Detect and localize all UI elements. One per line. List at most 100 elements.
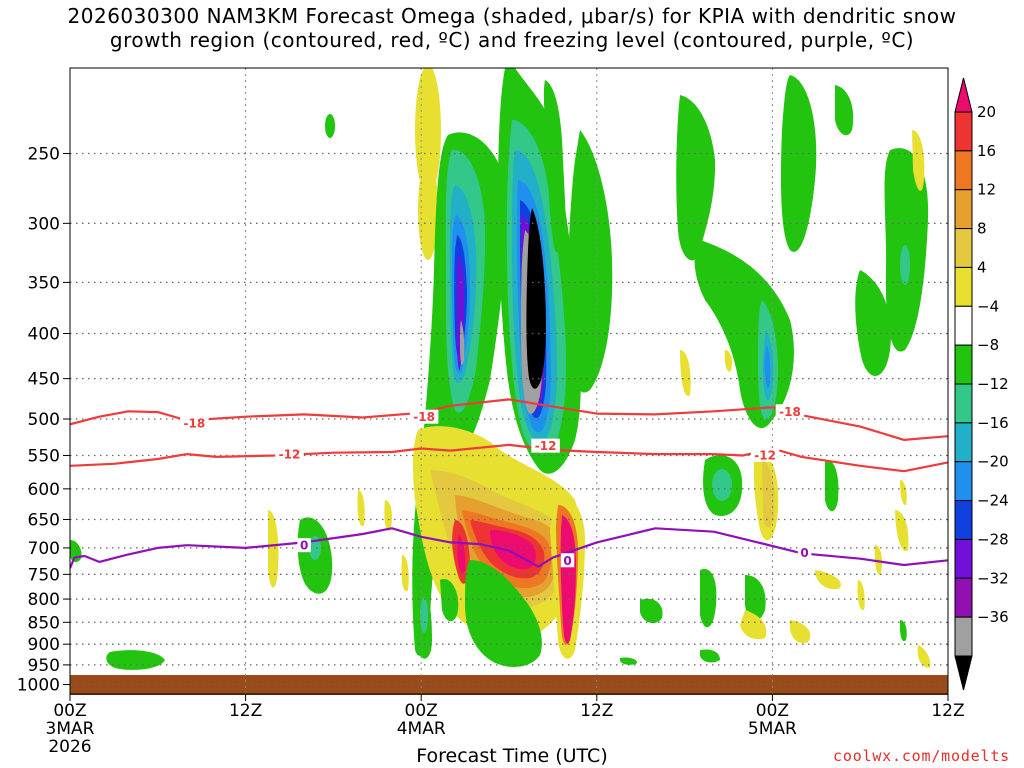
colorbar-label: −16 bbox=[977, 414, 1009, 432]
y-tick-label: 650 bbox=[28, 511, 60, 531]
omega-region bbox=[855, 270, 891, 377]
colorbar-label: −4 bbox=[977, 297, 999, 315]
omega-region bbox=[620, 657, 637, 665]
omega-region bbox=[815, 570, 841, 590]
y-tick-label: 250 bbox=[28, 144, 60, 164]
x-tick-label: 00Z bbox=[405, 701, 438, 721]
y-tick-label: 800 bbox=[28, 590, 60, 610]
colorbar-box bbox=[954, 577, 973, 618]
y-tick-label: 950 bbox=[28, 656, 60, 676]
y-tick-label: 700 bbox=[28, 539, 60, 559]
colorbar-label: −12 bbox=[977, 375, 1009, 393]
omega-region bbox=[825, 459, 839, 512]
omega-region bbox=[526, 208, 546, 389]
omega-region bbox=[680, 350, 691, 396]
omega-region bbox=[325, 114, 335, 138]
colorbar-label: 12 bbox=[977, 181, 996, 199]
omega-region bbox=[357, 490, 365, 527]
colorbar-label: 8 bbox=[977, 220, 987, 238]
omega-region bbox=[640, 598, 663, 624]
omega-region bbox=[70, 540, 82, 563]
x-tick-label: 12Z bbox=[229, 701, 262, 721]
contour-label: -12 bbox=[754, 448, 776, 462]
contour-label: -12 bbox=[535, 439, 557, 453]
x-tick-label: 4MAR bbox=[397, 719, 446, 739]
omega-region bbox=[874, 545, 883, 575]
contour-label-bg bbox=[180, 415, 209, 430]
omega-region bbox=[543, 80, 566, 253]
contour-label: -18 bbox=[779, 405, 801, 419]
x-tick-label: 12Z bbox=[931, 701, 964, 721]
colorbar-label: −28 bbox=[977, 530, 1009, 548]
x-tick-label: 5MAR bbox=[748, 719, 797, 739]
credit-text[interactable]: coolwx.com/modelts bbox=[833, 747, 1010, 765]
contour-label: 0 bbox=[300, 539, 308, 553]
chart-grid bbox=[70, 68, 948, 694]
contour-freezing_0 bbox=[70, 527, 948, 569]
y-tick-label: 300 bbox=[28, 214, 60, 234]
omega-region bbox=[384, 500, 393, 531]
y-tick-label: 1000 bbox=[17, 676, 60, 696]
colorbar-label: −20 bbox=[977, 453, 1009, 471]
omega-region bbox=[401, 555, 409, 592]
y-tick-label: 600 bbox=[28, 480, 60, 500]
omega-region bbox=[740, 610, 767, 640]
colorbar-box bbox=[954, 383, 973, 424]
x-tick-label: 00Z bbox=[53, 701, 86, 721]
chart-title: 2026030300 NAM3KM Forecast Omega (shaded… bbox=[0, 4, 1024, 52]
contour-label-bg bbox=[275, 447, 304, 462]
omega-region bbox=[420, 597, 428, 633]
colorbar-box bbox=[954, 422, 973, 463]
colorbar-box bbox=[954, 500, 973, 540]
omega-region bbox=[560, 515, 576, 644]
omega-region bbox=[106, 650, 165, 670]
y-tick-label: 900 bbox=[28, 635, 60, 655]
contour-label: -18 bbox=[184, 416, 206, 430]
contour-label-bg bbox=[531, 438, 560, 453]
x-axis-title: Forecast Time (UTC) bbox=[416, 745, 608, 767]
title-line-1: 2026030300 NAM3KM Forecast Omega (shaded… bbox=[67, 4, 957, 28]
colorbar-box bbox=[954, 150, 973, 191]
title-line-2: growth region (contoured, red, ºC) and f… bbox=[109, 28, 915, 52]
contour-label: 0 bbox=[800, 546, 808, 560]
y-tick-label: 550 bbox=[28, 447, 60, 467]
y-tick-label: 500 bbox=[28, 410, 60, 430]
omega-region bbox=[900, 245, 910, 285]
omega-region bbox=[700, 569, 717, 628]
contour-dgz_minus12 bbox=[70, 443, 948, 473]
colorbar-box bbox=[954, 344, 973, 385]
colorbar-label: 4 bbox=[977, 258, 987, 276]
colorbar-box bbox=[954, 305, 973, 346]
colorbar-box bbox=[954, 538, 973, 579]
omega-region bbox=[900, 620, 907, 642]
colorbar-label: −32 bbox=[977, 569, 1009, 587]
y-tick-label: 450 bbox=[28, 370, 60, 390]
colorbar-label: −36 bbox=[977, 608, 1009, 626]
omega-shading bbox=[70, 68, 931, 670]
colorbar-label: 20 bbox=[977, 103, 996, 121]
x-tick-label: 3MAR bbox=[46, 719, 95, 739]
x-tick-label: 00Z bbox=[756, 701, 789, 721]
colorbar-box bbox=[954, 461, 973, 502]
contour-labels: -12 -12 -12 -18 -18 -18 0 0 0 bbox=[180, 404, 812, 568]
y-tick-label: 400 bbox=[28, 325, 60, 345]
omega-region bbox=[762, 460, 775, 528]
contour-label: -18 bbox=[413, 410, 435, 424]
omega-region bbox=[912, 130, 925, 191]
contour-label-bg bbox=[775, 404, 805, 419]
colorbar-box bbox=[954, 189, 973, 230]
omega-region bbox=[835, 85, 854, 136]
omega-region bbox=[457, 535, 466, 574]
omega-region bbox=[917, 645, 931, 668]
omega-region bbox=[460, 320, 465, 365]
omega-region bbox=[700, 649, 720, 663]
x-tick-label: 12Z bbox=[580, 701, 613, 721]
omega-region bbox=[900, 480, 907, 506]
omega-region bbox=[724, 350, 733, 372]
omega-region bbox=[745, 575, 766, 621]
colorbar-box bbox=[954, 228, 973, 268]
omega-region bbox=[268, 510, 279, 588]
colorbar-label: 16 bbox=[977, 142, 996, 160]
